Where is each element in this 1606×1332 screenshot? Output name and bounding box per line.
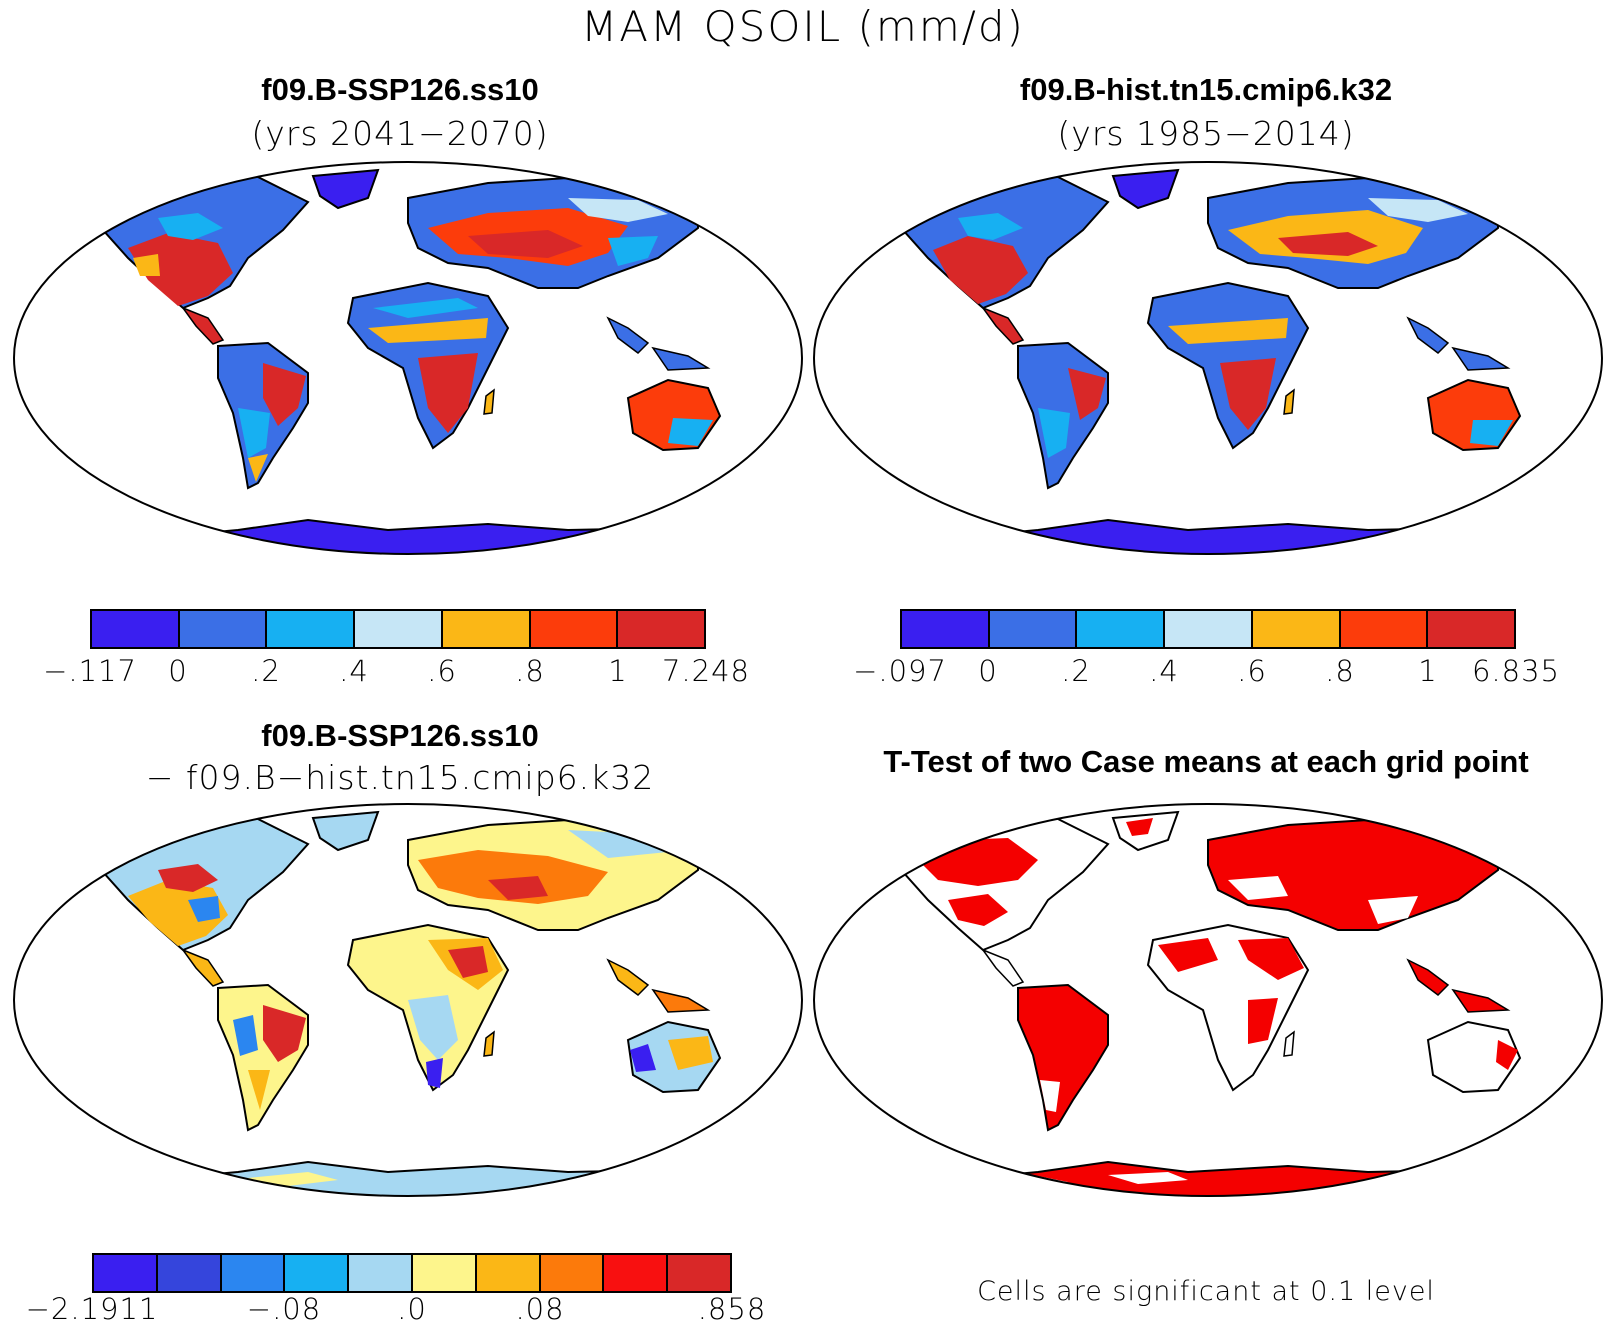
colorbar-label: 0: [168, 654, 188, 688]
panel2-title: f09.B-hist.tn15.cmip6.k32: [1019, 72, 1393, 107]
panel1-subtitle: (yrs 2041−2070): [251, 114, 549, 153]
colorbar-label: −.08: [246, 1292, 322, 1326]
colorbar-box: [530, 611, 619, 647]
colorbar-box: [221, 1255, 286, 1291]
panel4-map: [813, 803, 1603, 1197]
colorbar-box: [540, 1255, 605, 1291]
colorbar-box: [604, 1255, 669, 1291]
colorbar-label: −.117: [43, 654, 137, 688]
panel3-colorbar-labels: −2.1911 −.08 .0 .08 .858: [26, 1292, 766, 1332]
colorbar-label: .4: [339, 654, 369, 688]
colorbar-box: [1340, 611, 1429, 647]
colorbar-box: [618, 611, 705, 647]
colorbar-label: −2.1911: [25, 1292, 159, 1326]
colorbar-box: [1077, 611, 1166, 647]
panel1-map: [13, 161, 803, 555]
colorbar-box: [92, 611, 180, 647]
colorbar-label: 0: [978, 654, 998, 688]
colorbar-box: [442, 611, 531, 647]
colorbar-box: [989, 611, 1078, 647]
panel4-title: T-Test of two Case means at each grid po…: [883, 744, 1529, 779]
colorbar-label: 1: [1418, 654, 1438, 688]
panel3-map: [13, 803, 803, 1197]
colorbar-label: 6.835: [1471, 654, 1561, 688]
colorbar-label: 1: [608, 654, 628, 688]
colorbar-label: .08: [515, 1292, 565, 1326]
colorbar-box: [476, 1255, 541, 1291]
colorbar-box: [285, 1255, 350, 1291]
colorbar-label: .4: [1149, 654, 1179, 688]
colorbar-label: 7.248: [661, 654, 751, 688]
colorbar-label: .0: [397, 1292, 427, 1326]
panel3-subtitle: − f09.B−hist.tn15.cmip6.k32: [145, 758, 655, 797]
colorbar-label: .6: [1237, 654, 1267, 688]
colorbar-box: [349, 1255, 413, 1291]
colorbar-box: [179, 611, 268, 647]
panel1-colorbar: [90, 609, 706, 649]
colorbar-box: [157, 1255, 222, 1291]
colorbar-box: [355, 611, 443, 647]
colorbar-label: −.097: [853, 654, 947, 688]
colorbar-box: [1252, 611, 1341, 647]
panel2-subtitle: (yrs 1985−2014): [1057, 114, 1355, 153]
panel1-title: f09.B-SSP126.ss10: [261, 72, 539, 107]
colorbar-label: .6: [427, 654, 457, 688]
colorbar-box: [267, 611, 356, 647]
panel3-title: f09.B-SSP126.ss10: [261, 718, 539, 753]
panel1-colorbar-labels: −.117 0 .2 .4 .6 .8 1 7.248: [43, 654, 749, 694]
panel2-map: [813, 161, 1603, 555]
colorbar-label: .2: [1061, 654, 1091, 688]
colorbar-label: .858: [697, 1292, 767, 1326]
significance-note: Cells are significant at 0.1 level: [977, 1276, 1435, 1307]
panel2-colorbar-labels: −.097 0 .2 .4 .6 .8 1 6.835: [853, 654, 1559, 694]
colorbar-label: .8: [515, 654, 545, 688]
colorbar-box: [1428, 611, 1515, 647]
panel2-colorbar: [900, 609, 1516, 649]
colorbar-box: [668, 1255, 730, 1291]
colorbar-box: [412, 1255, 477, 1291]
panel3-colorbar: [92, 1253, 732, 1293]
colorbar-box: [94, 1255, 158, 1291]
colorbar-label: .8: [1325, 654, 1355, 688]
colorbar-label: .2: [251, 654, 281, 688]
colorbar-box: [902, 611, 990, 647]
colorbar-box: [1165, 611, 1253, 647]
figure-title: MAM QSOIL (mm/d): [581, 2, 1025, 51]
